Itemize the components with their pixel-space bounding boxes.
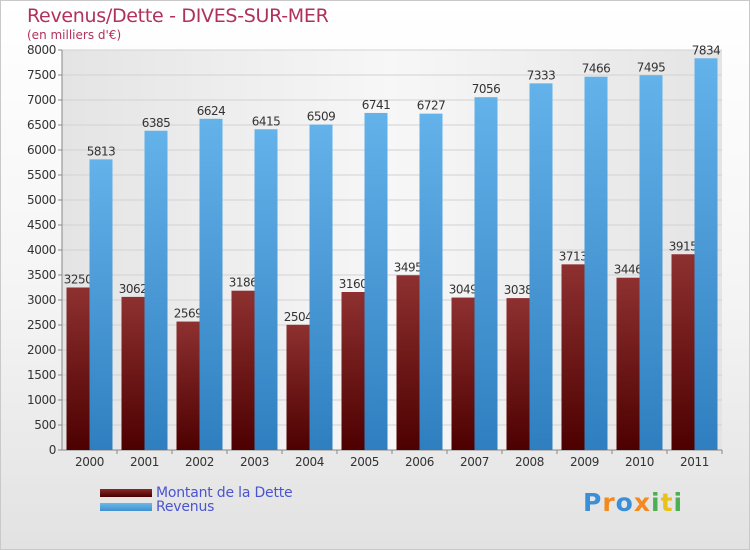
x-tick-label: 2003: [240, 455, 269, 469]
bar-revenus: [89, 159, 113, 450]
data-label-dette: 3049: [449, 283, 478, 297]
bar-revenus: [529, 83, 553, 450]
y-tick-label: 3000: [27, 293, 56, 307]
x-tick-label: 2008: [515, 455, 544, 469]
x-tick-label: 2004: [295, 455, 324, 469]
x-tick-label: 2007: [460, 455, 489, 469]
y-tick-label: 7500: [27, 68, 56, 82]
x-tick-label: 2011: [680, 455, 709, 469]
y-tick-label: 1500: [27, 368, 56, 382]
data-label-revenus: 7495: [637, 60, 666, 74]
data-label-revenus: 5813: [87, 144, 116, 158]
bar-revenus: [694, 58, 718, 451]
bar-dette: [121, 296, 145, 450]
bar-dette: [341, 292, 365, 450]
bar-revenus: [364, 112, 388, 450]
legend-label-dette: Montant de la Dette: [156, 485, 293, 501]
data-label-revenus: 6415: [252, 114, 281, 128]
bar-dette: [286, 324, 310, 450]
bar-revenus: [199, 118, 223, 451]
legend: Montant de la Dette Revenus: [100, 485, 293, 515]
data-label-dette: 3915: [669, 239, 698, 253]
x-tick-label: 2009: [570, 455, 599, 469]
bar-dette: [176, 321, 200, 450]
logo-letter: i: [651, 488, 661, 517]
y-tick-label: 0: [49, 443, 56, 457]
logo-letter: P: [583, 488, 603, 517]
x-tick-label: 2005: [350, 455, 379, 469]
y-tick-label: 4500: [27, 218, 56, 232]
bar-revenus: [639, 75, 663, 450]
bar-revenus: [419, 113, 443, 451]
data-label-revenus: 6509: [307, 110, 336, 124]
logo-letter: r: [602, 488, 616, 517]
bar-dette: [671, 254, 695, 450]
data-label-dette: 3250: [64, 273, 93, 287]
bar-dette: [451, 297, 475, 450]
data-label-dette: 3038: [504, 283, 533, 297]
data-label-revenus: 7466: [582, 62, 611, 76]
data-label-revenus: 7056: [472, 82, 501, 96]
bar-chart: 0 500 1000 1500 2000 2500 3000 3500 4000 4500 5000…: [27, 43, 723, 469]
bar-revenus: [144, 130, 168, 450]
y-tick-label: 500: [34, 418, 56, 432]
y-tick-label: 6500: [27, 118, 56, 132]
legend-swatch-dette: [100, 489, 152, 497]
data-label-dette: 3495: [394, 260, 423, 274]
legend-swatch-revenus: [100, 503, 152, 511]
data-label-dette: 3713: [559, 249, 588, 263]
legend-label-revenus: Revenus: [156, 499, 215, 515]
x-tick-label: 2000: [75, 455, 104, 469]
y-tick-label: 1000: [27, 393, 56, 407]
y-tick-label: 7000: [27, 93, 56, 107]
data-label-dette: 3160: [339, 277, 368, 291]
x-tick-label: 2010: [625, 455, 654, 469]
bar-revenus: [584, 76, 608, 450]
data-label-dette: 3062: [119, 282, 148, 296]
y-tick-label: 5500: [27, 168, 56, 182]
bar-revenus: [309, 124, 333, 451]
data-label-revenus: 7834: [692, 43, 721, 57]
data-label-revenus: 7333: [527, 68, 556, 82]
y-tick-label: 6000: [27, 143, 56, 157]
bar-dette: [231, 290, 255, 450]
data-label-revenus: 6624: [197, 104, 226, 118]
chart-subtitle: (en milliers d'€): [27, 28, 122, 42]
y-tick-label: 8000: [27, 43, 56, 57]
bar-dette: [616, 277, 640, 450]
y-tick-label: 2000: [27, 343, 56, 357]
bar-dette: [506, 298, 530, 450]
bar-dette: [66, 287, 90, 450]
logo-letter: x: [633, 488, 651, 517]
y-tick-label: 2500: [27, 318, 56, 332]
x-tick-label: 2001: [130, 455, 159, 469]
y-tick-label: 3500: [27, 268, 56, 282]
data-label-revenus: 6727: [417, 99, 446, 113]
y-tick-label: 5000: [27, 193, 56, 207]
chart-title: Revenus/Dette - DIVES-SUR-MER: [27, 5, 329, 27]
bar-revenus: [474, 97, 498, 450]
data-label-revenus: 6385: [142, 116, 171, 130]
data-label-dette: 3446: [614, 263, 643, 277]
data-label-dette: 2504: [284, 310, 313, 324]
bar-dette: [396, 275, 420, 450]
logo-letter: t: [660, 488, 674, 517]
x-tick-label: 2002: [185, 455, 214, 469]
logo-letter: o: [615, 488, 634, 517]
data-label-dette: 3186: [229, 276, 258, 290]
data-label-dette: 2569: [174, 307, 203, 321]
y-tick-label: 4000: [27, 243, 56, 257]
legend-item-dette: Montant de la Dette: [100, 485, 293, 501]
x-tick-label: 2006: [405, 455, 434, 469]
bar-revenus: [254, 129, 278, 450]
bar-dette: [561, 264, 585, 450]
proxiti-logo: Proxiti: [583, 488, 683, 517]
legend-item-revenus: Revenus: [100, 499, 292, 515]
data-label-revenus: 6741: [362, 98, 391, 112]
logo-letter: i: [673, 488, 684, 517]
